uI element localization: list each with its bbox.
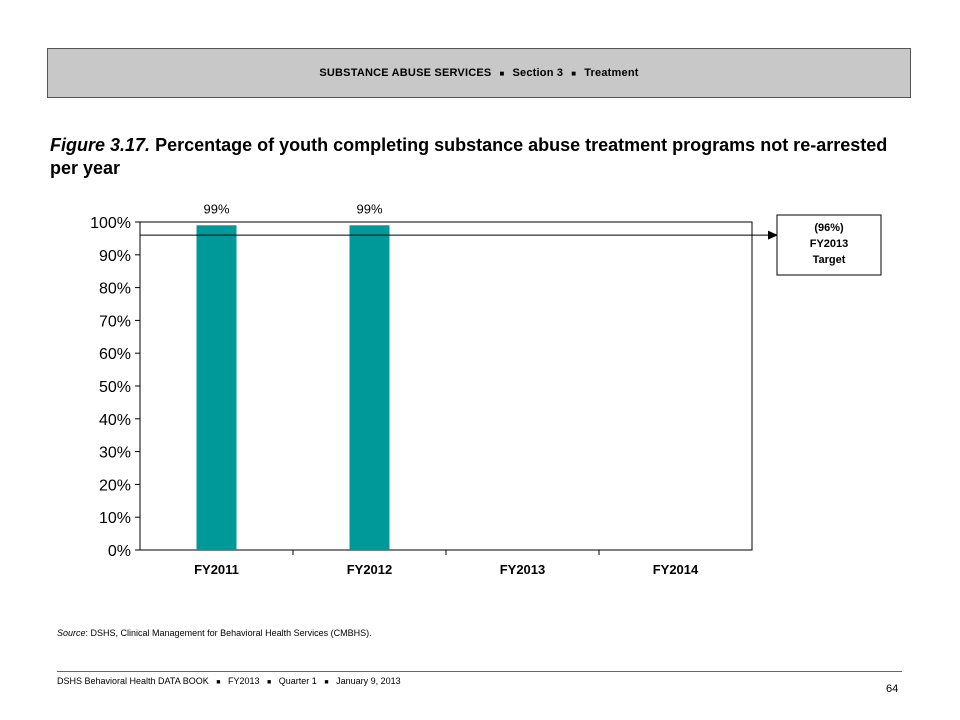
y-tick-label: 30% <box>99 445 131 462</box>
footer-publication: DSHS Behavioral Health DATA BOOK <box>57 676 209 686</box>
y-tick-label: 0% <box>108 543 131 560</box>
x-tick-label: FY2012 <box>347 562 393 577</box>
x-tick-label: FY2014 <box>653 562 699 577</box>
y-tick-label: 70% <box>99 313 131 330</box>
figure-title: Figure 3.17. Percentage of youth complet… <box>50 134 920 180</box>
header-separator: ■ <box>499 68 505 78</box>
footer-separator: ■ <box>267 679 272 686</box>
data-label: 99% <box>356 201 382 216</box>
bar-fy2011 <box>196 225 237 550</box>
y-tick-label: 10% <box>99 510 131 527</box>
source-label: Source <box>57 628 86 638</box>
bar-fy2012 <box>349 225 390 550</box>
y-tick-label: 100% <box>90 215 131 232</box>
footer-date: January 9, 2013 <box>336 676 401 686</box>
x-tick-label: FY2013 <box>500 562 546 577</box>
footer-divider <box>57 671 902 672</box>
header-section-number: Section 3 <box>512 67 564 79</box>
y-tick-label: 80% <box>99 281 131 298</box>
data-label: 99% <box>203 201 229 216</box>
figure-label: Figure 3.17. <box>50 135 151 155</box>
y-tick-label: 60% <box>99 346 131 363</box>
x-tick-label: FY2011 <box>194 562 239 577</box>
section-header: SUBSTANCE ABUSE SERVICES ■ Section 3 ■ T… <box>47 48 911 98</box>
target-label-line: (96%) <box>814 222 844 234</box>
figure-title-text: Percentage of youth completing substance… <box>50 135 888 178</box>
target-arrowhead <box>768 230 778 240</box>
y-tick-label: 40% <box>99 412 131 429</box>
target-label-line: Target <box>813 254 846 266</box>
header-topic: Treatment <box>584 67 639 79</box>
target-callout <box>776 214 882 276</box>
footer-quarter: Quarter 1 <box>278 676 317 686</box>
footer-separator: ■ <box>216 679 221 686</box>
footer-separator: ■ <box>324 679 329 686</box>
header-separator: ■ <box>571 68 577 78</box>
source-note: Source: DSHS, Clinical Management for Be… <box>57 628 372 638</box>
y-tick-label: 90% <box>99 248 131 265</box>
y-tick-label: 20% <box>99 477 131 494</box>
page-number: 64 <box>886 683 899 695</box>
footer-fiscal-year: FY2013 <box>228 676 260 686</box>
footer: DSHS Behavioral Health DATA BOOK ■ FY201… <box>57 676 401 686</box>
y-tick-label: 50% <box>99 379 131 396</box>
source-text: : DSHS, Clinical Management for Behavior… <box>85 628 372 638</box>
target-label-line: FY2013 <box>810 238 849 250</box>
header-section-name: SUBSTANCE ABUSE SERVICES <box>319 67 492 79</box>
